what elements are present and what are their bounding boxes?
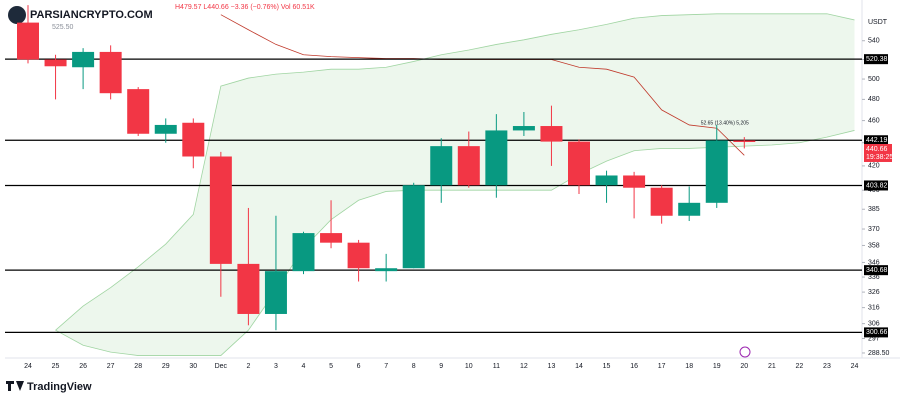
candle-body <box>264 271 287 314</box>
x-tick-label: 4 <box>302 363 306 370</box>
candle-body <box>733 140 756 142</box>
level-label: 403.82 <box>866 182 888 189</box>
x-tick-label: 18 <box>685 363 693 370</box>
candle-body <box>237 263 260 314</box>
level-label: 300.66 <box>866 329 888 336</box>
candle-body <box>595 175 618 186</box>
ohlc-text: H479.57 L440.66 −3.36 (−0.76%) Vol 60.51… <box>175 4 315 11</box>
y-tick-label: 460 <box>868 117 880 124</box>
x-tick-label: 16 <box>630 363 638 370</box>
level-label: 520.38 <box>866 56 888 63</box>
x-tick-label: 3 <box>274 363 278 370</box>
candle-body <box>678 202 701 216</box>
price-tag <box>864 143 892 162</box>
candle-body <box>154 124 177 134</box>
candle-body <box>292 233 315 272</box>
measure-label: 52.65 (13.40%) 5,205 <box>701 120 749 126</box>
level-tag <box>864 135 888 146</box>
y-tick-label: 370 <box>868 226 880 233</box>
candle-body <box>44 59 67 67</box>
logo-icon <box>8 6 26 24</box>
x-tick-label: 13 <box>548 363 556 370</box>
y-tick-label: 316 <box>868 304 880 311</box>
watermark: PARSIANCRYPTO.COM <box>30 9 153 21</box>
candle-body <box>485 130 508 186</box>
countdown: 19:38:25 <box>866 154 893 161</box>
x-tick-label: 28 <box>134 363 142 370</box>
x-tick-label: 12 <box>520 363 528 370</box>
x-tick-label: 11 <box>493 363 500 370</box>
y-tick-label: 540 <box>868 38 880 45</box>
x-tick-label: 25 <box>52 363 60 370</box>
level-tag <box>864 54 888 65</box>
candle-body <box>99 51 122 94</box>
y-tick-label: 306 <box>868 320 880 327</box>
y-tick-label: 288.50 <box>868 350 890 357</box>
indicator-text: 525.50 <box>52 24 74 31</box>
x-tick-label: 14 <box>575 363 583 370</box>
candle-body <box>457 146 480 186</box>
x-tick-label: 8 <box>412 363 416 370</box>
level-label: 340.68 <box>866 267 888 274</box>
y-tick-label: 358 <box>868 242 880 249</box>
y-tick-label: 297 <box>868 335 880 342</box>
candle-body <box>540 126 563 142</box>
level-label: 442.19 <box>866 137 888 144</box>
candle-body <box>127 89 150 134</box>
candle-body <box>512 126 535 131</box>
candle-body <box>402 185 425 269</box>
x-tick-label: 10 <box>465 363 473 370</box>
x-tick-label: 7 <box>384 363 388 370</box>
y-tick-label: 420 <box>868 163 880 170</box>
y-tick-label: 326 <box>868 289 880 296</box>
candle-body <box>623 175 646 188</box>
x-tick-label: Dec <box>215 363 228 370</box>
x-tick-label: 22 <box>796 363 804 370</box>
last-price-label: 440.66 <box>866 146 888 153</box>
y-tick-label: 400 <box>868 187 880 194</box>
x-tick-label: 29 <box>162 363 170 370</box>
x-tick-label: 24 <box>24 363 32 370</box>
x-tick-label: 5 <box>329 363 333 370</box>
level-tag <box>864 180 888 191</box>
y-tick-label: 500 <box>868 76 880 83</box>
x-tick-label: 20 <box>740 363 748 370</box>
candle-body <box>375 268 398 272</box>
candle-body <box>568 141 590 186</box>
x-tick-label: 15 <box>603 363 611 370</box>
level-tag <box>864 327 888 338</box>
x-tick-label: 2 <box>246 363 250 370</box>
candle-body <box>72 51 95 68</box>
x-tick-label: 6 <box>357 363 361 370</box>
y-tick-label: 385 <box>868 206 880 213</box>
candle-body <box>209 156 232 264</box>
x-tick-label: 19 <box>713 363 721 370</box>
x-tick-label: 24 <box>851 363 859 370</box>
x-tick-label: 9 <box>439 363 443 370</box>
brand-logo <box>6 381 24 391</box>
y-tick-label: 336 <box>868 274 880 281</box>
x-tick-label: 30 <box>189 363 197 370</box>
x-tick-label: 21 <box>768 363 776 370</box>
x-tick-label: 23 <box>823 363 831 370</box>
candle-body <box>430 146 453 186</box>
x-tick-label: 26 <box>79 363 87 370</box>
x-tick-label: 27 <box>107 363 115 370</box>
level-tag <box>864 265 888 276</box>
candle-body <box>320 233 343 243</box>
candle-body <box>650 187 673 216</box>
x-tick-label: 17 <box>658 363 666 370</box>
candle-body <box>347 242 370 269</box>
event-marker <box>739 346 751 358</box>
band-upper <box>55 13 855 331</box>
candle-body <box>182 122 205 157</box>
candle-body <box>705 140 728 203</box>
y-tick-label: 480 <box>868 96 880 103</box>
y-tick-label: 346 <box>868 259 880 266</box>
currency: USDT <box>868 19 888 26</box>
candle-body <box>17 22 39 60</box>
brand: TradingView <box>27 381 92 393</box>
